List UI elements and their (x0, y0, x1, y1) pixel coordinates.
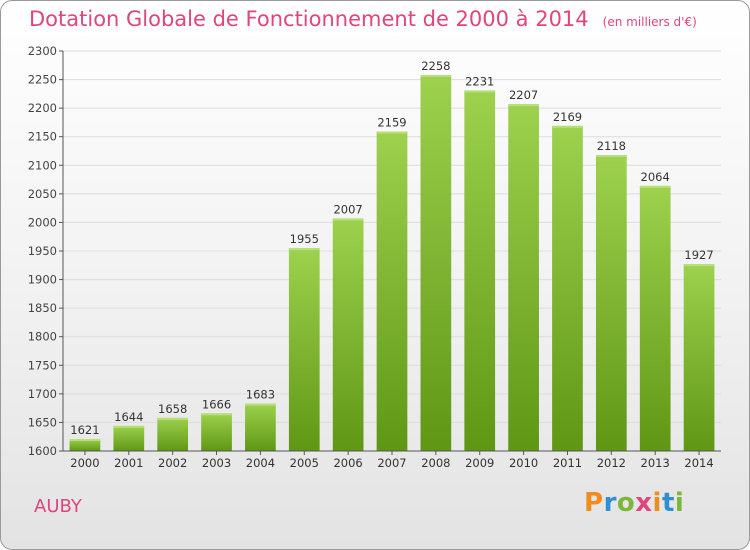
x-tick-label-2005: 2005 (290, 456, 319, 470)
y-tick-label: 1850 (28, 301, 57, 315)
bar-top-highlight (595, 155, 627, 157)
value-label-2008: 2258 (421, 59, 450, 73)
bar-2006 (332, 218, 364, 451)
x-tick-label-2011: 2011 (553, 456, 582, 470)
bar-top-highlight (245, 403, 276, 406)
y-tick-label: 1750 (28, 358, 57, 372)
logo-letter: r (603, 488, 617, 518)
x-tick-label-2008: 2008 (421, 456, 450, 470)
value-label-2014: 1927 (684, 248, 713, 262)
x-tick-label-2009: 2009 (465, 456, 494, 470)
x-tick-label-2012: 2012 (597, 456, 626, 470)
logo-letter: P (584, 488, 604, 518)
y-tick-label: 2250 (28, 73, 57, 87)
y-tick-label: 1900 (28, 273, 57, 287)
bar-top-highlight (420, 75, 452, 77)
y-tick-label: 1950 (28, 244, 57, 258)
axes: 1600 1650 1700 1750 1800 1850 1900 1950 2000 2050… (28, 44, 721, 470)
commune-name: AUBY (34, 496, 82, 517)
x-tick-label-2014: 2014 (684, 456, 713, 470)
bar-2007 (376, 131, 408, 452)
bar-2001 (113, 425, 145, 451)
bar-top-highlight (113, 425, 145, 428)
bar-top-highlight (157, 417, 189, 420)
bar-2011 (552, 125, 583, 451)
x-tick-label-2000: 2000 (70, 456, 99, 470)
y-tick-label: 2000 (28, 215, 57, 229)
bar-top-highlight (288, 248, 320, 251)
bar-top-highlight (683, 264, 715, 267)
value-label-2013: 2064 (641, 170, 670, 184)
y-tick-label: 2150 (28, 130, 57, 144)
chart-title: Dotation Globale de Fonctionnement de 20… (29, 7, 589, 31)
bar-2002 (157, 417, 189, 451)
x-tick-label-2002: 2002 (158, 456, 187, 470)
y-tick-label: 1800 (28, 330, 57, 344)
bar-top-highlight (376, 131, 408, 134)
value-label-2012: 2118 (597, 139, 626, 153)
value-label-2003: 1666 (202, 397, 231, 411)
bar-2008 (420, 75, 452, 451)
chart-subtitle: (en milliers d'€) (602, 15, 697, 29)
x-tick-label-2006: 2006 (333, 456, 362, 470)
logo-letter: o (616, 488, 636, 518)
logo-letter: i (652, 488, 662, 518)
value-label-2001: 1644 (114, 410, 143, 424)
y-tick-label: 2100 (28, 158, 57, 172)
bar-top-highlight (552, 125, 583, 128)
value-label-2005: 1955 (290, 232, 319, 246)
value-label-2011: 2169 (553, 110, 582, 124)
x-tick-label-2010: 2010 (509, 456, 538, 470)
bar-top-highlight (332, 218, 364, 221)
logo-letter: x (635, 488, 653, 518)
bars (69, 75, 715, 452)
value-label-2007: 2159 (377, 116, 406, 130)
x-tick-label-2003: 2003 (202, 456, 231, 470)
bar-2010 (508, 104, 539, 452)
value-label-2010: 2207 (509, 88, 538, 102)
x-tick-label-2004: 2004 (246, 456, 275, 470)
bar-2014 (683, 264, 715, 451)
x-tick-label-2007: 2007 (377, 456, 406, 470)
bar-top-highlight (464, 90, 496, 93)
proxiti-logo: Proxiti (584, 488, 684, 518)
bar-top-highlight (508, 104, 539, 107)
y-tick-label: 1600 (28, 444, 57, 458)
value-label-2004: 1683 (246, 388, 275, 402)
data-labels: 1621 1644 1658 1666 1683 1955 2007 2159 2258 2231… (70, 59, 713, 437)
y-tick-label: 2200 (28, 101, 57, 115)
value-label-2002: 1658 (158, 402, 187, 416)
x-tick-label-2001: 2001 (114, 456, 143, 470)
value-label-2006: 2007 (333, 202, 362, 216)
bar-2003 (201, 413, 232, 451)
bar-top-highlight (69, 439, 101, 441)
logo-letter: i (674, 488, 685, 518)
bar-2009 (464, 90, 496, 451)
value-label-2009: 2231 (465, 74, 494, 88)
bar-top-highlight (201, 413, 232, 416)
bar-2005 (288, 248, 320, 451)
bar-2000 (69, 439, 101, 451)
value-label-2000: 1621 (70, 423, 99, 437)
chart-title-block: Dotation Globale de Fonctionnement de 20… (29, 7, 697, 31)
y-tick-label: 1650 (28, 415, 57, 429)
y-tick-label: 2300 (28, 44, 57, 58)
bar-2004 (245, 403, 276, 451)
logo-letter: t (661, 488, 675, 518)
y-tick-label: 1700 (28, 387, 57, 401)
x-tick-label-2013: 2013 (641, 456, 670, 470)
bar-top-highlight (639, 185, 671, 188)
bar-2013 (639, 185, 671, 451)
y-tick-label: 2050 (28, 187, 57, 201)
bar-2012 (595, 155, 627, 451)
